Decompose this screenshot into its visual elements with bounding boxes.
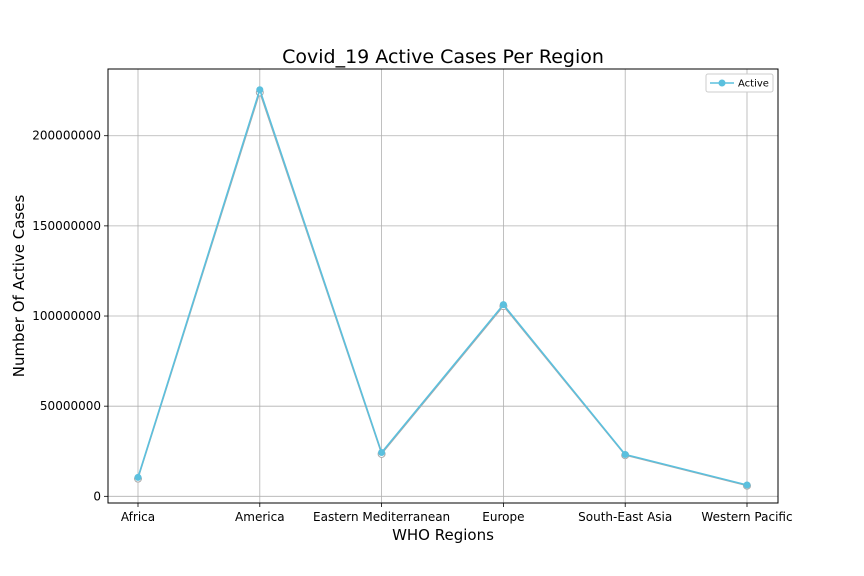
- x-tick-label: South-East Asia: [578, 510, 672, 524]
- x-ticks: Africa America Eastern Mediterranean Europe…: [121, 503, 793, 524]
- y-tick-label: 50000000: [40, 399, 101, 413]
- x-tick-label: Africa: [121, 510, 155, 524]
- y-tick-label: 150000000: [32, 219, 101, 233]
- plot-frame: [107, 68, 779, 504]
- legend-box: [705, 73, 774, 93]
- x-tick-label: Eastern Mediterranean: [313, 510, 450, 524]
- legend-label-active: Active: [738, 79, 769, 90]
- grid: [108, 69, 778, 503]
- series-line: [137, 90, 748, 487]
- series-point: [134, 473, 142, 481]
- x-tick-label: Western Pacific: [701, 510, 792, 524]
- series-line: [137, 87, 748, 486]
- y-axis-label: Number Of Active Cases: [10, 195, 28, 378]
- x-tick-label: America: [235, 510, 285, 524]
- y-tick-label: 0: [93, 489, 101, 503]
- y-tick-label: 100000000: [32, 309, 101, 323]
- series-point: [621, 450, 629, 458]
- y-ticks: 0 50000000 100000000 150000000 200000000: [32, 129, 108, 503]
- x-tick-label: Europe: [482, 510, 524, 524]
- series-point: [499, 301, 507, 309]
- y-tick-label: 200000000: [32, 129, 101, 143]
- series-point: [378, 449, 386, 457]
- x-axis-label: WHO Regions: [392, 526, 494, 544]
- series-point: [256, 86, 264, 94]
- series-layer: [134, 86, 751, 490]
- series-point: [743, 481, 751, 489]
- legend: Active: [705, 73, 774, 93]
- chart-title: Covid_19 Active Cases Per Region: [282, 46, 604, 68]
- legend-marker-active: [718, 79, 726, 87]
